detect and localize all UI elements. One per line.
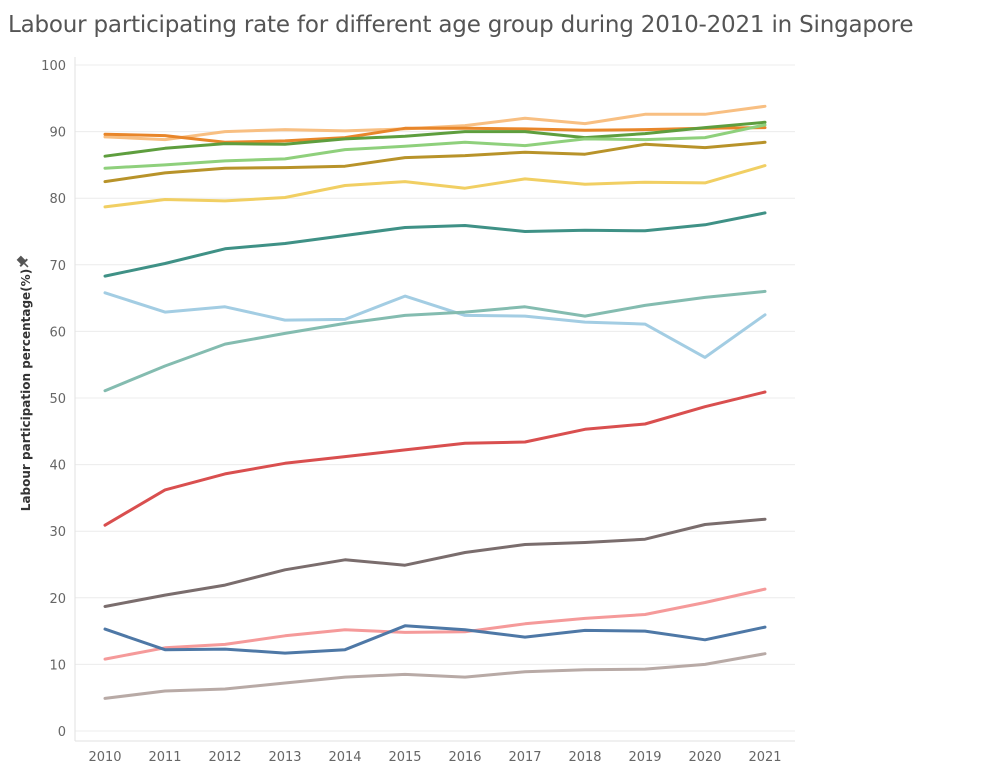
x-tick-label: 2020 <box>688 750 721 765</box>
series-line-12[interactable] <box>103 624 767 655</box>
x-tick-label: 2018 <box>568 750 601 765</box>
pin-icon[interactable] <box>15 254 31 270</box>
x-tick-label: 2017 <box>508 750 541 765</box>
series-line-4[interactable] <box>103 140 767 184</box>
x-tick-label: 2010 <box>88 750 121 765</box>
y-tick-label: 20 <box>49 592 66 607</box>
series-line-6[interactable] <box>103 211 767 278</box>
series-line-13[interactable] <box>103 652 767 700</box>
x-tick-label: 2011 <box>148 750 181 765</box>
x-tick-label: 2013 <box>268 750 301 765</box>
y-tick-label: 70 <box>49 259 66 274</box>
y-tick-label: 60 <box>49 325 66 340</box>
series-line-2[interactable] <box>103 120 767 158</box>
y-tick-label: 30 <box>49 525 66 540</box>
y-tick-label: 100 <box>41 59 66 74</box>
series-line-10[interactable] <box>103 517 767 608</box>
x-tick-label: 2021 <box>748 750 781 765</box>
x-tick-label: 2019 <box>628 750 661 765</box>
chart-title: Labour participating rate for different … <box>8 12 914 38</box>
series-line-7[interactable] <box>103 291 767 359</box>
y-tick-label: 80 <box>49 192 66 207</box>
x-axis-ticks: 2010 2011 2012 2013 2014 2015 2016 2017 2018 2019… <box>88 750 781 765</box>
x-tick-label: 2016 <box>448 750 481 765</box>
series-line-9[interactable] <box>103 390 767 527</box>
series-line-11[interactable] <box>103 587 767 661</box>
y-axis-ticks: 0 10 20 30 40 50 60 70 80 90 100 <box>41 59 66 740</box>
y-tick-label: 90 <box>49 126 66 141</box>
series-line-1[interactable] <box>103 126 767 144</box>
series-lines <box>103 104 767 700</box>
y-tick-label: 10 <box>49 658 66 673</box>
x-tick-label: 2015 <box>388 750 421 765</box>
y-tick-label: 40 <box>49 459 66 474</box>
y-tick-label: 0 <box>58 725 66 740</box>
series-line-8[interactable] <box>103 289 767 393</box>
series-line-3[interactable] <box>103 123 767 170</box>
x-tick-label: 2014 <box>328 750 361 765</box>
y-tick-label: 50 <box>49 392 66 407</box>
series-line-5[interactable] <box>103 164 767 209</box>
y-axis-label: Labour participation percentage(%) <box>19 269 33 511</box>
x-tick-label: 2012 <box>208 750 241 765</box>
